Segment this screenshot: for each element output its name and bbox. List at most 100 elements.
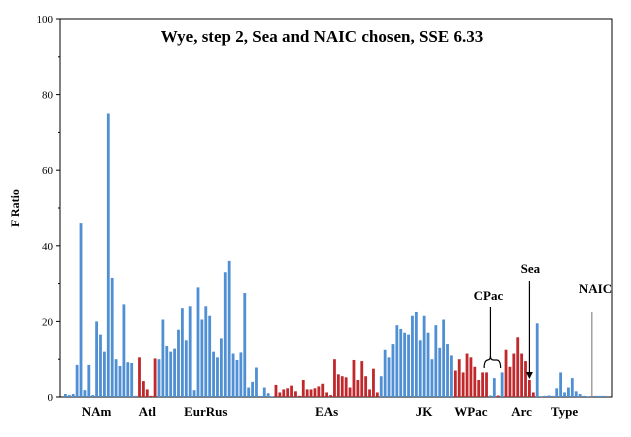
bar [173,348,176,397]
bar [333,359,336,397]
naic-annotation-label: NAIC [579,281,612,296]
sea-arrowhead [525,371,533,379]
bar [528,379,531,397]
bar [598,395,602,397]
bar [391,344,395,397]
region-label: NAm [82,404,112,419]
y-tick-label: 60 [42,165,54,177]
bar [379,376,383,397]
bar [602,395,605,397]
bar [138,357,141,397]
chart-title: Wye, step 2, Sea and NAIC chosen, SSE 6.… [161,27,483,46]
bar [321,383,325,397]
bar [356,379,360,397]
bar [216,357,219,397]
bar [336,374,340,397]
bar [145,389,149,397]
bar [95,321,98,397]
bar [184,340,188,397]
bar [555,388,559,397]
bar [282,389,286,397]
bar [481,372,485,397]
bar [317,386,321,397]
bar [453,370,457,397]
bar [141,381,145,397]
bar [157,359,161,397]
bar [247,387,251,397]
bar [235,359,239,397]
bar [200,319,204,397]
bar [239,352,243,397]
bar [290,385,293,397]
bar [270,396,274,397]
bar [204,306,208,397]
bar [169,351,173,397]
bar [297,395,301,397]
bar [243,293,247,397]
bar [67,395,71,397]
bar [473,366,477,397]
bar [399,328,403,397]
bar [442,319,446,397]
bar [411,315,414,397]
bar [531,392,535,397]
bar [153,358,157,397]
bar [535,323,539,397]
bar [344,377,348,397]
bar [165,345,169,397]
bar [278,392,282,397]
cpac-bracket [483,355,502,369]
bar [500,372,504,397]
bar [547,395,551,397]
region-label: Arc [511,404,532,419]
region-label: Atl [139,404,157,419]
bar [106,113,110,397]
bar [418,340,422,397]
bar [329,395,332,397]
bar [570,378,574,397]
bar [469,357,473,397]
bar [403,332,407,397]
bar [395,325,399,397]
bar [309,389,313,397]
bar [305,389,309,397]
bar [180,308,184,397]
bar [188,306,192,397]
bar [301,379,305,397]
bar [543,395,547,397]
region-label: WPac [454,404,487,419]
bar [223,272,227,397]
bar [118,366,122,397]
bar [294,391,297,397]
annotation-layer: CPac Sea NAIC [474,261,612,379]
y-axis-title: F Ratio [8,189,22,227]
bar [563,392,566,397]
bar [512,353,516,397]
bar [126,362,130,397]
y-tick-label: 40 [42,241,54,253]
label-layer: Wye, step 2, Sea and NAIC chosen, SSE 6.… [82,27,579,419]
bar [516,337,520,397]
bar [364,376,368,397]
bar [91,395,95,397]
bar [465,353,469,397]
bar [161,319,165,397]
bar [87,364,91,397]
bar [574,391,578,397]
bar [372,368,375,397]
region-label: EurRus [184,404,227,419]
axis-layer: 0 20 40 60 80 100 F Ratio [8,14,60,404]
region-label: EAs [315,404,338,419]
bar [255,367,258,397]
bar [461,372,465,397]
bar [551,395,555,397]
bar [340,376,344,397]
bar [110,277,114,397]
bar [325,392,329,397]
bar-layer [64,113,605,397]
bar [258,395,262,397]
bar [192,390,196,397]
bar [71,393,75,397]
bar [286,388,290,397]
